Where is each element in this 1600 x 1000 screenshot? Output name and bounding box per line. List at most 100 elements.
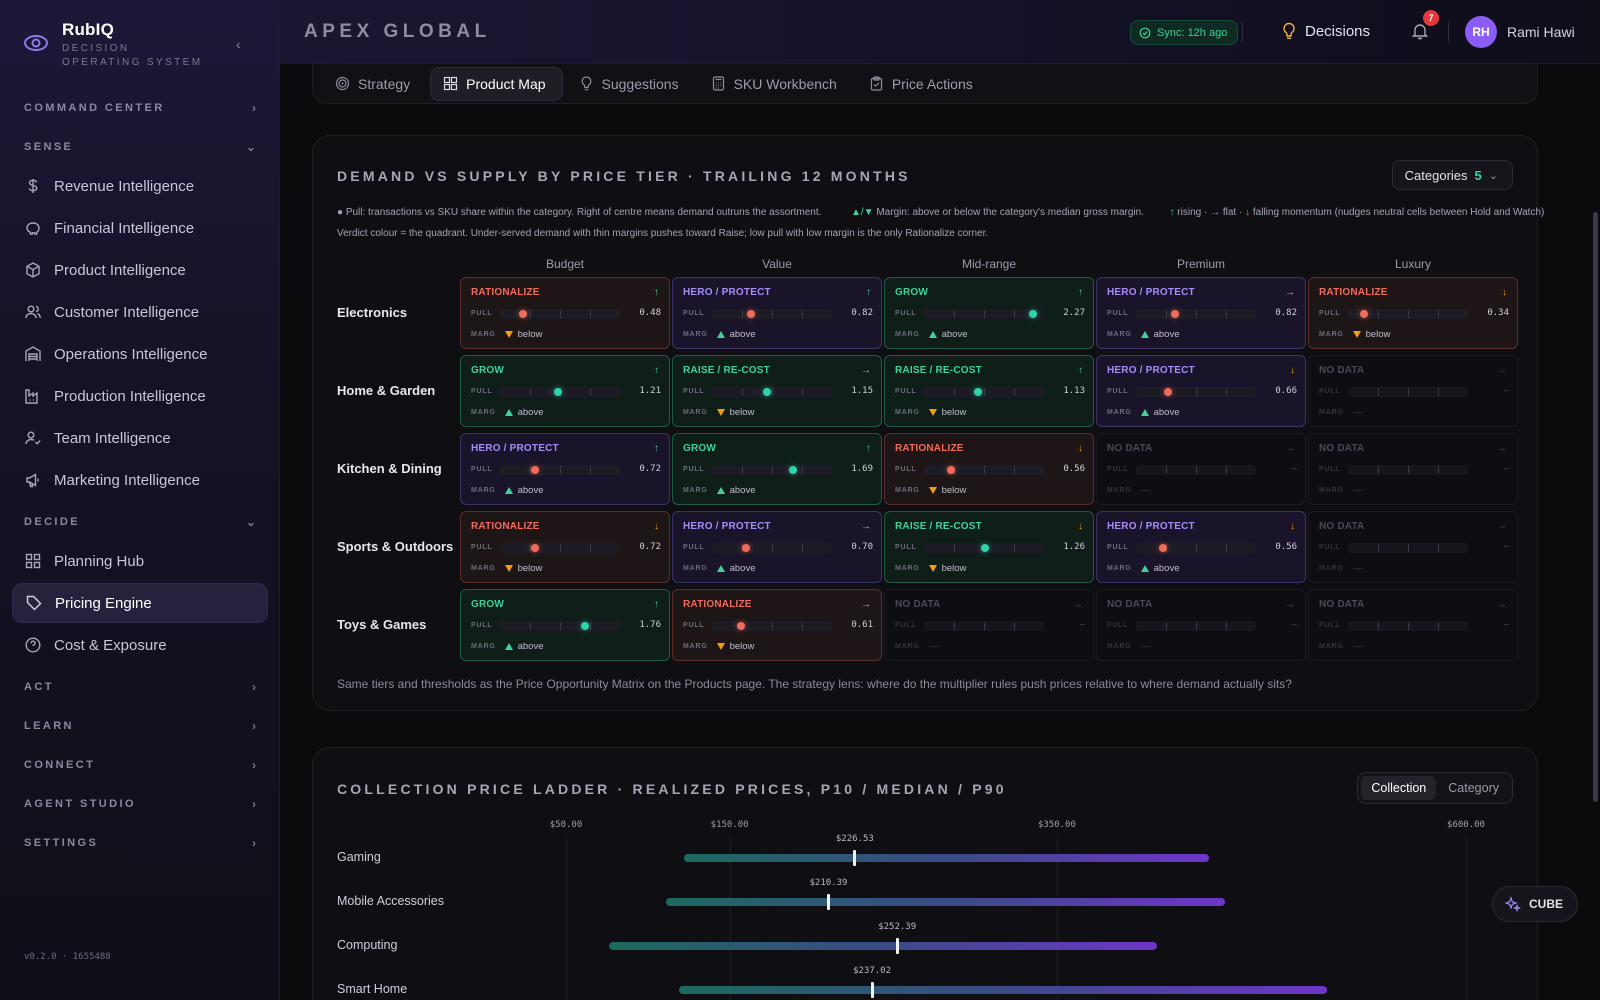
matrix-cell[interactable]: GROW ↑ PULL 1.21 MARG above [460,355,670,427]
collapse-sidebar-icon[interactable]: ‹ [236,36,241,52]
matrix-cell[interactable]: RAISE / RE-COST → PULL 1.15 MARG below [672,355,882,427]
sidebar-item-customer-intelligence[interactable]: Customer Intelligence [12,292,268,332]
price-range-bar[interactable] [608,942,1157,950]
tab-sku-workbench[interactable]: SKU Workbench [699,67,853,101]
sync-status-badge[interactable]: Sync: 12h ago [1130,20,1239,45]
pull-tick [954,310,955,318]
pull-value: — [1291,464,1297,474]
help-circle-icon [25,637,41,653]
section-act[interactable]: ACT › [12,667,268,706]
decisions-button[interactable]: Decisions [1281,22,1370,40]
sidebar-item-marketing-intelligence[interactable]: Marketing Intelligence [12,460,268,500]
avatar[interactable]: RH [1465,16,1497,48]
matrix-cell[interactable]: HERO / PROTECT ↑ PULL 0.82 MARG above [672,277,882,349]
matrix-cell[interactable]: HERO / PROTECT ↓ PULL 0.66 MARG above [1096,355,1306,427]
matrix-cell[interactable]: RATIONALIZE ↓ PULL 0.34 MARG below [1308,277,1518,349]
section-sense[interactable]: SENSE ⌄ [12,127,268,166]
price-range-bar[interactable] [665,898,1226,906]
toggle-collection[interactable]: Collection [1361,776,1437,800]
sidebar-item-production-intelligence[interactable]: Production Intelligence [12,376,268,416]
margin-down-icon [716,409,725,416]
matrix-cell[interactable]: RATIONALIZE ↑ PULL 0.48 MARG below [460,277,670,349]
matrix-cell[interactable]: NO DATA → PULL — MARG — [1096,589,1306,661]
section-decide[interactable]: DECIDE ⌄ [12,502,268,541]
matrix-cell[interactable]: NO DATA → PULL — MARG — [1096,433,1306,505]
section-agent-studio[interactable]: AGENT STUDIO › [12,784,268,823]
pull-marker [974,388,983,396]
matrix-cell[interactable]: NO DATA → PULL — MARG — [1308,355,1518,427]
matrix-cell[interactable]: GROW ↑ PULL 2.27 MARG above [884,277,1094,349]
pull-tick [1014,466,1015,474]
matrix-cell[interactable]: NO DATA → PULL — MARG — [884,589,1094,661]
section-learn[interactable]: LEARN › [12,706,268,745]
pull-row: PULL 0.61 [683,620,873,632]
matrix-cell[interactable]: HERO / PROTECT ↓ PULL 0.56 MARG above [1096,511,1306,583]
toggle-category[interactable]: Category [1448,781,1499,795]
matrix-cell[interactable]: HERO / PROTECT ↑ PULL 0.72 MARG above [460,433,670,505]
section-label: ACT [24,680,54,693]
matrix-cell[interactable]: NO DATA → PULL — MARG — [1308,511,1518,583]
tab-price-actions[interactable]: Price Actions [857,67,989,101]
cell-verdict: RAISE / RE-COST [895,365,982,376]
categories-dropdown[interactable]: Categories 5 ⌄ [1391,160,1513,190]
section-connect[interactable]: CONNECT › [12,745,268,784]
pull-tick [772,388,773,396]
cell-verdict: RAISE / RE-COST [895,521,982,532]
tab-strategy[interactable]: Strategy [323,67,426,101]
margin-value: above [1153,329,1180,340]
momentum-icon: ↑ [654,287,659,298]
bell-icon[interactable] [1412,22,1428,40]
pull-track [1136,621,1256,631]
margin-row: MARG above [683,563,755,574]
pull-value: — [1291,620,1297,630]
pull-row: PULL 0.56 [895,464,1085,476]
pull-value: 0.61 [851,620,873,630]
pull-label: PULL [895,544,917,551]
matrix-cell[interactable]: RAISE / RE-COST ↑ PULL 1.13 MARG below [884,355,1094,427]
sidebar-item-revenue-intelligence[interactable]: Revenue Intelligence [12,166,268,206]
sidebar-item-cost-exposure[interactable]: Cost & Exposure [12,625,268,665]
cube-assistant-button[interactable]: CUBE [1492,886,1579,922]
legend-momentum-up: ↑ [1169,207,1175,218]
pull-tick [1438,310,1439,318]
pull-tick [1166,310,1167,318]
section-settings[interactable]: SETTINGS › [12,823,268,862]
sidebar-item-product-intelligence[interactable]: Product Intelligence [12,250,268,290]
tab-product-map[interactable]: Product Map [430,66,563,101]
matrix-cell[interactable]: RAISE / RE-COST ↓ PULL 1.26 MARG below [884,511,1094,583]
brand[interactable]: RubIQ DECISION OPERATING SYSTEM [22,20,212,70]
matrix-cell[interactable]: HERO / PROTECT → PULL 0.70 MARG above [672,511,882,583]
pull-track [500,465,620,475]
sidebar-item-operations-intelligence[interactable]: Operations Intelligence [12,334,268,374]
tab-suggestions[interactable]: Suggestions [567,67,695,101]
matrix-cell[interactable]: RATIONALIZE ↓ PULL 0.72 MARG below [460,511,670,583]
scrollbar[interactable] [1592,64,1600,1000]
sidebar-item-planning-hub[interactable]: Planning Hub [12,541,268,581]
margin-row: MARG above [1107,563,1179,574]
margin-down-icon [928,487,937,494]
matrix-cell[interactable]: GROW ↑ PULL 1.76 MARG above [460,589,670,661]
matrix-cell[interactable]: RATIONALIZE → PULL 0.61 MARG below [672,589,882,661]
pull-track [712,465,832,475]
gridline [566,836,567,1000]
price-range-bar[interactable] [683,854,1210,862]
margin-row: MARG below [471,563,542,574]
price-range-bar[interactable] [678,986,1327,994]
gridline [1466,836,1467,1000]
momentum-icon: ↑ [1078,287,1083,298]
matrix-cell[interactable]: HERO / PROTECT → PULL 0.82 MARG above [1096,277,1306,349]
sidebar-item-pricing-engine[interactable]: Pricing Engine [12,583,268,623]
pull-value: — [1503,464,1509,474]
user-name[interactable]: Rami Hawi [1507,24,1575,40]
section-command-center[interactable]: COMMAND CENTER › [12,88,268,127]
sidebar-item-financial-intelligence[interactable]: Financial Intelligence [12,208,268,248]
pull-value: 0.82 [1275,308,1297,318]
matrix-cell[interactable]: NO DATA → PULL — MARG — [1308,433,1518,505]
matrix-cell[interactable]: RATIONALIZE ↓ PULL 0.56 MARG below [884,433,1094,505]
pull-tick [1438,622,1439,630]
check-circle-icon [1139,27,1151,38]
sidebar-item-team-intelligence[interactable]: Team Intelligence [12,418,268,458]
scrollbar-thumb[interactable] [1593,212,1598,802]
matrix-cell[interactable]: NO DATA → PULL — MARG — [1308,589,1518,661]
matrix-cell[interactable]: GROW ↑ PULL 1.69 MARG above [672,433,882,505]
